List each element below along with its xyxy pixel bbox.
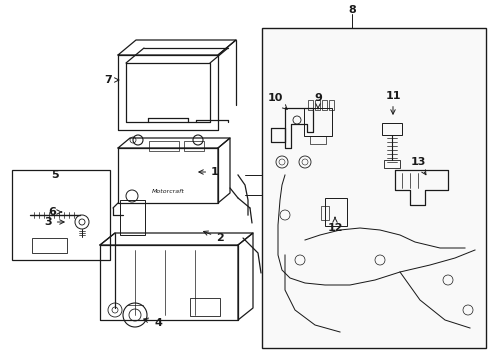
Bar [120,200,145,235]
Text: 10: 10 [267,93,286,109]
Bar [262,28,485,348]
Text: 11: 11 [385,91,400,114]
Bar [328,100,333,110]
Text: 5: 5 [51,170,59,180]
Text: 7: 7 [104,75,119,85]
Bar [190,298,220,316]
Text: 4: 4 [143,318,162,328]
Text: 1: 1 [199,167,219,177]
Text: 13: 13 [409,157,425,175]
Bar [309,136,325,144]
Bar [325,198,346,226]
Text: 12: 12 [326,217,342,233]
Bar [383,160,399,168]
Text: 8: 8 [347,5,355,15]
Bar [321,100,326,110]
Bar [307,100,312,110]
Bar [304,108,331,136]
Bar [320,206,328,220]
Bar [314,100,319,110]
Text: Motorcraft: Motorcraft [151,189,184,194]
Bar [12,170,110,260]
Bar [149,141,179,151]
Bar [183,141,203,151]
Bar [263,29,484,347]
Text: 3: 3 [44,217,64,227]
Text: 2: 2 [203,231,224,243]
Text: 6: 6 [48,207,61,217]
Bar [381,123,401,135]
Text: 9: 9 [313,93,321,109]
Bar [32,238,67,253]
